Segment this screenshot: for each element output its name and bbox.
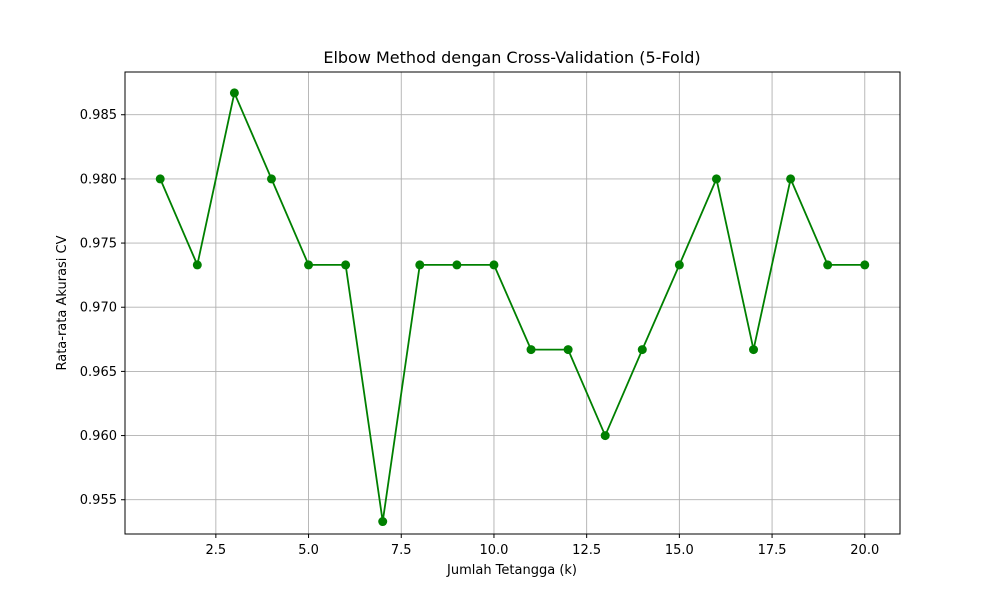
series-line	[155, 88, 870, 527]
x-axis-label: Jumlah Tetangga (k)	[446, 563, 577, 578]
x-tick-label: 17.5	[758, 543, 787, 558]
data-point	[637, 345, 647, 355]
y-axis-label: Rata-rata Akurasi CV	[55, 235, 70, 370]
x-tick-label: 5.0	[298, 543, 319, 558]
data-point	[711, 174, 721, 184]
data-point	[229, 88, 239, 98]
x-tick-label: 2.5	[206, 543, 227, 558]
x-tick-label: 20.0	[850, 543, 879, 558]
data-point	[155, 174, 165, 184]
plot-frame	[124, 71, 901, 535]
x-tick-label: 12.5	[572, 543, 601, 558]
x-tick-label: 10.0	[479, 543, 508, 558]
y-tick-label: 0.980	[80, 172, 117, 187]
data-point	[489, 260, 499, 270]
x-tick-label: 7.5	[391, 543, 412, 558]
y-tick-label: 0.985	[80, 108, 117, 123]
y-tick-label: 0.965	[80, 365, 117, 380]
data-point	[786, 174, 796, 184]
data-point	[526, 345, 536, 355]
data-point	[452, 260, 462, 270]
data-point	[415, 260, 425, 270]
data-point	[600, 431, 610, 441]
data-point	[304, 260, 314, 270]
data-point	[749, 345, 759, 355]
data-point	[378, 517, 388, 527]
y-tick-label: 0.970	[80, 301, 117, 316]
x-tick-label: 15.0	[665, 543, 694, 558]
chart-title: Elbow Method dengan Cross-Validation (5-…	[323, 48, 700, 67]
data-point	[192, 260, 202, 270]
data-point	[266, 174, 276, 184]
y-tick-label: 0.955	[80, 493, 117, 508]
data-point	[563, 345, 573, 355]
data-point	[860, 260, 870, 270]
y-tick-label: 0.960	[80, 429, 117, 444]
y-tick-label: 0.975	[80, 237, 117, 252]
series-polyline	[159, 92, 865, 523]
data-point	[823, 260, 833, 270]
data-point	[341, 260, 351, 270]
data-point	[674, 260, 684, 270]
plot-area	[125, 72, 900, 534]
grid-lines	[125, 72, 900, 534]
axis-ticks: 2.5 5.0 7.5 10.0 12.5 15.0 17.5 20.0 0.955 0.960 0…	[80, 108, 879, 558]
